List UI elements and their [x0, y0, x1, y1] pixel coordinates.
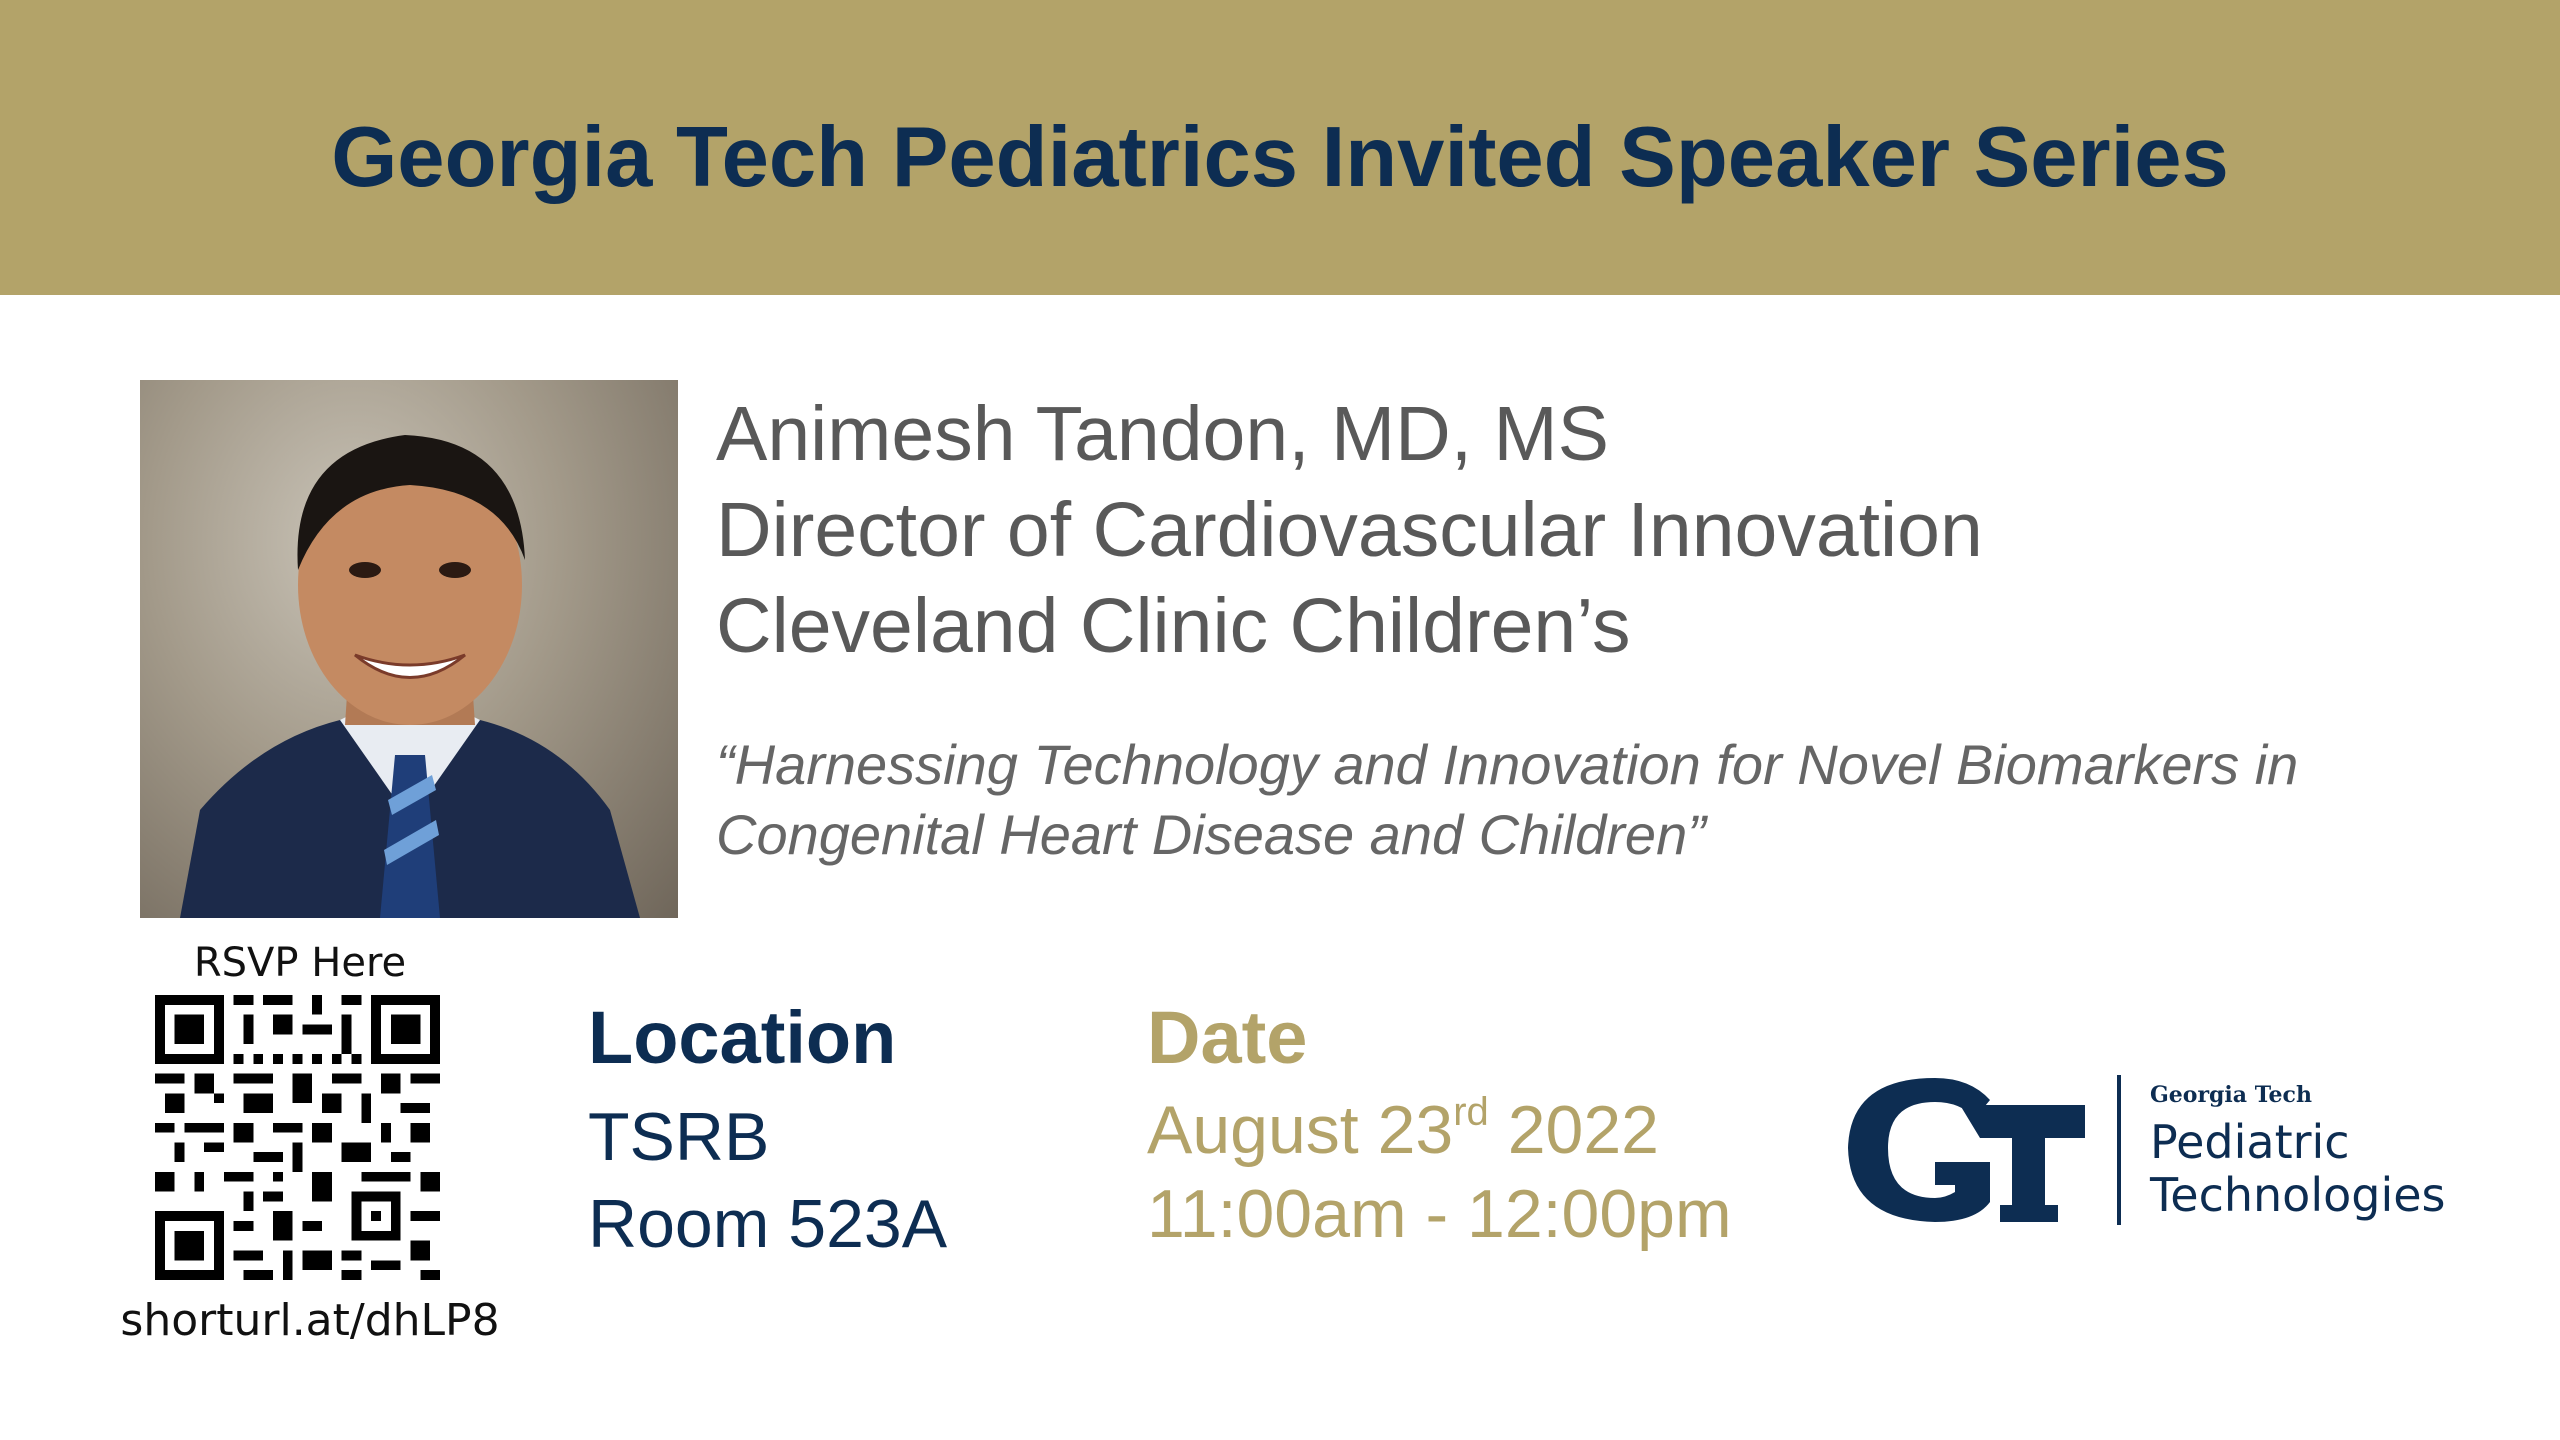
speaker-info: Animesh Tandon, MD, MS Director of Cardi…	[716, 386, 1983, 674]
rsvp-qr-code[interactable]	[155, 995, 440, 1280]
speaker-name: Animesh Tandon, MD, MS	[716, 391, 1610, 477]
speaker-title: Director of Cardiovascular Innovation	[716, 487, 1983, 573]
header-banner: Georgia Tech Pediatrics Invited Speaker …	[0, 0, 2560, 295]
logo-org-line-1: Pediatric	[2150, 1115, 2350, 1169]
gt-logo-icon	[1848, 1078, 2085, 1222]
event-date: August 23rd 2022	[1147, 1090, 1659, 1169]
location-heading: Location	[588, 996, 897, 1079]
event-date-day: August 23	[1147, 1092, 1454, 1168]
rsvp-link[interactable]: shorturl.at/dhLP8	[120, 1295, 500, 1346]
rsvp-label: RSVP Here	[193, 940, 407, 986]
location-room: Room 523A	[588, 1186, 948, 1262]
event-date-suffix: rd	[1453, 1090, 1489, 1134]
talk-title-line-1: “Harnessing Technology and Innovation fo…	[716, 733, 2299, 796]
event-date-year: 2022	[1488, 1092, 1659, 1168]
event-time: 11:00am - 12:00pm	[1147, 1176, 1732, 1252]
location-building: TSRB	[588, 1099, 770, 1175]
speaker-photo	[140, 380, 678, 918]
logo-org-small: Georgia Tech	[2150, 1082, 2312, 1108]
talk-title-line-2: Congenital Heart Disease and Children”	[716, 803, 1706, 866]
logo-org-line-2: Technologies	[2150, 1168, 2446, 1222]
logo-divider	[2117, 1075, 2121, 1225]
speaker-affiliation: Cleveland Clinic Children’s	[716, 583, 1631, 669]
talk-title: “Harnessing Technology and Innovation fo…	[716, 730, 2476, 870]
date-heading: Date	[1147, 996, 1308, 1079]
page-title: Georgia Tech Pediatrics Invited Speaker …	[331, 110, 2229, 205]
